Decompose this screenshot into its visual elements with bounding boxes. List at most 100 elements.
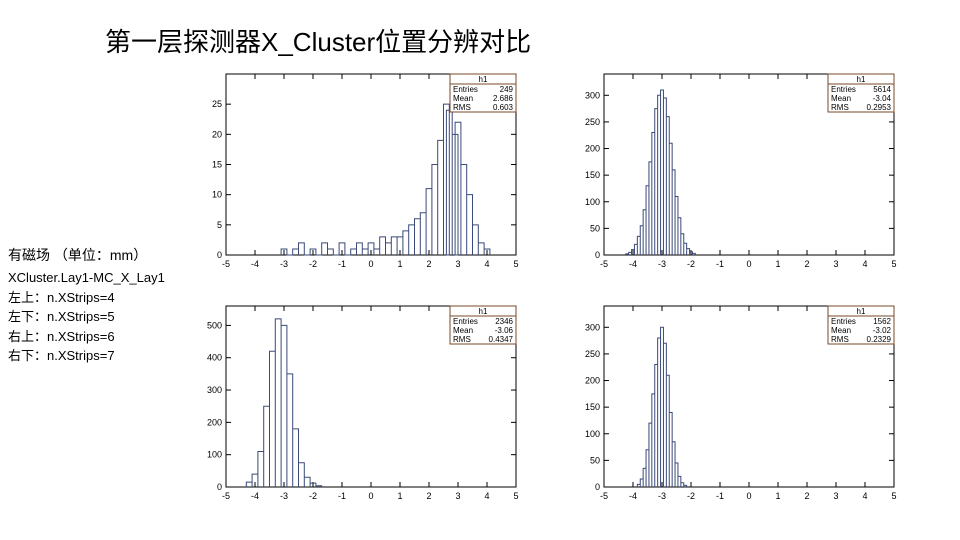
svg-text:Mean: Mean (453, 94, 473, 103)
svg-text:150: 150 (585, 402, 600, 412)
svg-text:-5: -5 (600, 259, 608, 269)
svg-text:10: 10 (212, 190, 222, 200)
svg-text:200: 200 (585, 144, 600, 154)
svg-text:0: 0 (368, 259, 373, 269)
sidebar-legend: 有磁场 （单位：mm） XCluster.Lay1-MC_X_Lay1 左上：n… (8, 245, 165, 366)
svg-text:3: 3 (833, 491, 838, 501)
svg-text:0.2329: 0.2329 (867, 335, 892, 344)
svg-text:0.4347: 0.4347 (489, 335, 514, 344)
svg-text:2: 2 (426, 491, 431, 501)
svg-text:2: 2 (804, 491, 809, 501)
svg-text:-2: -2 (309, 259, 317, 269)
svg-text:-4: -4 (251, 491, 259, 501)
svg-text:2: 2 (804, 259, 809, 269)
page-title: 第一层探测器X_Cluster位置分辨对比 (105, 22, 531, 59)
svg-text:300: 300 (207, 385, 222, 395)
svg-text:3: 3 (833, 259, 838, 269)
histogram-tl: -5-4-3-2-10123450510152025h1Entries249Me… (192, 68, 520, 273)
legend-line1: XCluster.Lay1-MC_X_Lay1 (8, 268, 165, 288)
svg-text:-2: -2 (309, 491, 317, 501)
svg-text:-5: -5 (222, 491, 230, 501)
svg-text:0: 0 (595, 482, 600, 492)
svg-text:-3: -3 (280, 491, 288, 501)
svg-text:100: 100 (207, 450, 222, 460)
svg-text:0: 0 (368, 491, 373, 501)
svg-text:20: 20 (212, 129, 222, 139)
svg-text:2: 2 (426, 259, 431, 269)
svg-text:5: 5 (891, 491, 896, 501)
svg-text:Entries: Entries (453, 85, 478, 94)
svg-text:3: 3 (455, 259, 460, 269)
svg-text:4: 4 (862, 259, 867, 269)
svg-text:5: 5 (513, 259, 518, 269)
svg-text:0: 0 (595, 250, 600, 260)
svg-text:300: 300 (585, 90, 600, 100)
svg-text:0: 0 (746, 491, 751, 501)
svg-text:1: 1 (775, 259, 780, 269)
svg-text:-1: -1 (338, 491, 346, 501)
svg-text:-2: -2 (687, 259, 695, 269)
svg-text:-3.06: -3.06 (495, 326, 514, 335)
legend-line4: 右上：n.XStrips=6 (8, 327, 165, 347)
svg-text:1: 1 (397, 259, 402, 269)
svg-text:250: 250 (585, 117, 600, 127)
svg-text:-4: -4 (251, 259, 259, 269)
svg-text:0: 0 (217, 482, 222, 492)
svg-text:h1: h1 (479, 307, 488, 316)
svg-text:200: 200 (585, 376, 600, 386)
legend-line2: 左上：n.XStrips=4 (8, 288, 165, 308)
svg-text:-1: -1 (716, 259, 724, 269)
svg-text:RMS: RMS (453, 335, 471, 344)
svg-text:-3.02: -3.02 (873, 326, 892, 335)
svg-text:0: 0 (217, 250, 222, 260)
svg-text:Entries: Entries (831, 85, 856, 94)
svg-text:100: 100 (585, 197, 600, 207)
svg-text:50: 50 (590, 223, 600, 233)
svg-text:0.2953: 0.2953 (867, 103, 892, 112)
svg-text:25: 25 (212, 99, 222, 109)
histogram-tr: -5-4-3-2-1012345050100150200250300h1Entr… (570, 68, 898, 273)
svg-text:15: 15 (212, 160, 222, 170)
svg-text:-3: -3 (658, 259, 666, 269)
svg-text:2346: 2346 (495, 317, 513, 326)
histogram-bl: -5-4-3-2-10123450100200300400500h1Entrie… (192, 300, 520, 505)
svg-text:4: 4 (484, 259, 489, 269)
svg-text:Entries: Entries (453, 317, 478, 326)
svg-text:5: 5 (891, 259, 896, 269)
svg-text:Entries: Entries (831, 317, 856, 326)
svg-text:RMS: RMS (831, 335, 849, 344)
svg-text:-4: -4 (629, 259, 637, 269)
histogram-br: -5-4-3-2-1012345050100150200250300h1Entr… (570, 300, 898, 505)
legend-line3: 左下：n.XStrips=5 (8, 307, 165, 327)
svg-text:4: 4 (484, 491, 489, 501)
svg-text:5: 5 (513, 491, 518, 501)
svg-text:h1: h1 (857, 75, 866, 84)
svg-text:200: 200 (207, 417, 222, 427)
svg-text:3: 3 (455, 491, 460, 501)
svg-text:RMS: RMS (831, 103, 849, 112)
svg-text:Mean: Mean (453, 326, 473, 335)
svg-text:0.603: 0.603 (493, 103, 514, 112)
svg-text:4: 4 (862, 491, 867, 501)
svg-text:-1: -1 (338, 259, 346, 269)
svg-text:1562: 1562 (873, 317, 891, 326)
svg-text:249: 249 (500, 85, 514, 94)
svg-text:5: 5 (217, 220, 222, 230)
svg-text:RMS: RMS (453, 103, 471, 112)
svg-text:1: 1 (775, 491, 780, 501)
svg-text:-5: -5 (600, 491, 608, 501)
svg-text:300: 300 (585, 322, 600, 332)
svg-text:1: 1 (397, 491, 402, 501)
svg-text:-3.04: -3.04 (873, 94, 892, 103)
svg-text:100: 100 (585, 429, 600, 439)
svg-text:-3: -3 (658, 491, 666, 501)
svg-text:0: 0 (746, 259, 751, 269)
svg-text:h1: h1 (479, 75, 488, 84)
svg-text:h1: h1 (857, 307, 866, 316)
svg-text:400: 400 (207, 353, 222, 363)
svg-text:-5: -5 (222, 259, 230, 269)
svg-text:2.686: 2.686 (493, 94, 514, 103)
svg-text:-1: -1 (716, 491, 724, 501)
svg-text:5614: 5614 (873, 85, 891, 94)
svg-text:50: 50 (590, 455, 600, 465)
